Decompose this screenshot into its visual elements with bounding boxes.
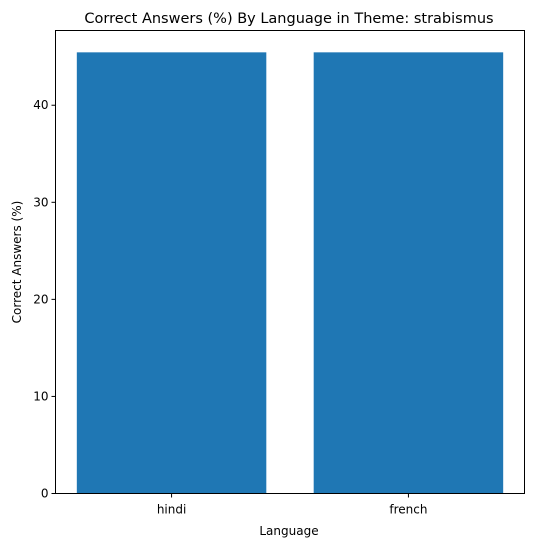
bar-french xyxy=(313,52,504,494)
y-tick-label-30: 30 xyxy=(33,195,48,209)
x-axis-label: Language xyxy=(259,524,318,538)
chart-title: Correct Answers (%) By Language in Theme… xyxy=(84,11,493,27)
y-axis-label: Correct Answers (%) xyxy=(10,201,24,324)
y-tick-label-10: 10 xyxy=(33,389,48,403)
bar-hindi xyxy=(76,52,267,494)
x-tick-label-french: french xyxy=(389,503,427,517)
plot-area xyxy=(76,52,504,494)
y-tick-label-40: 40 xyxy=(33,98,48,112)
y-tick-label-20: 20 xyxy=(33,292,48,306)
y-tick-label-0: 0 xyxy=(41,487,49,501)
x-tick-label-hindi: hindi xyxy=(157,503,187,517)
axes-frame xyxy=(55,30,525,494)
